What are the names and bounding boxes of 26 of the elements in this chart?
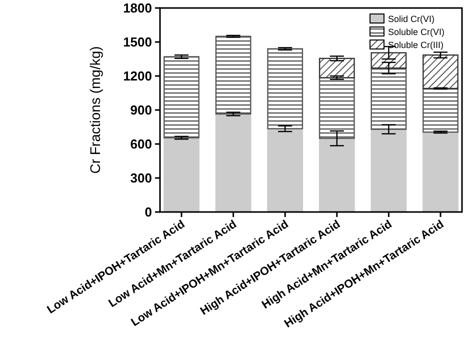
bar [215, 36, 252, 115]
bar [422, 88, 458, 133]
bar [318, 58, 355, 78]
y-tick-label: 300 [130, 170, 152, 186]
legend-label: Solid Cr(VI) [388, 14, 435, 24]
bar [164, 137, 200, 213]
bar [318, 138, 355, 213]
legend-label: Soluble Cr(III) [388, 40, 444, 50]
bar [164, 56, 200, 138]
y-tick-label: 0 [144, 204, 152, 220]
y-tick-label: 1200 [123, 68, 152, 84]
bar [422, 54, 458, 90]
y-tick-label: 600 [130, 136, 152, 152]
bar [318, 77, 355, 139]
bar [267, 48, 304, 130]
y-tick-label: 1800 [123, 0, 152, 16]
bar [370, 67, 407, 130]
bar [422, 132, 458, 213]
bar [370, 128, 407, 213]
y-tick-label: 1500 [123, 34, 152, 50]
bar [215, 113, 252, 213]
bar [370, 52, 407, 69]
bar [267, 128, 304, 213]
y-tick-label: 900 [130, 102, 152, 118]
y-axis-title: Cr Fractions (mg/kg) [87, 46, 103, 174]
legend-label: Soluble Cr(VI) [388, 27, 445, 38]
